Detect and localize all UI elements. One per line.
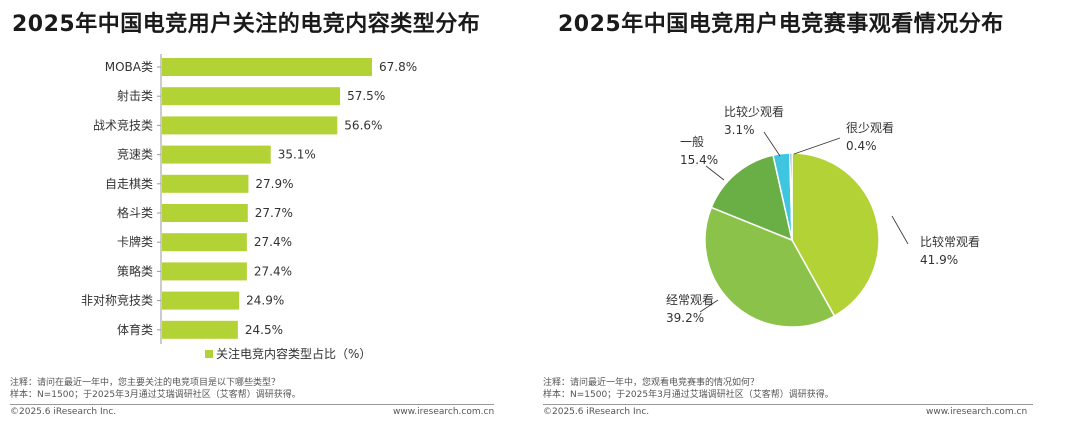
website-link[interactable]: www.iresearch.com.cn <box>926 407 1028 417</box>
data-label: 27.9% <box>255 177 293 191</box>
data-label: 35.1% <box>278 148 316 162</box>
category-label: 竞速类 <box>117 148 153 162</box>
data-label: 24.9% <box>246 294 284 308</box>
bar <box>162 262 247 281</box>
pie-slice <box>791 152 880 317</box>
pie-slice <box>704 206 836 328</box>
copyright-text: ©2025.6 iResearch Inc. <box>543 407 650 417</box>
data-label: 27.4% <box>254 264 292 278</box>
note-line-2: 样本：N=1500；于2025年3月通过艾瑞调研社区（艾客帮）调研获得。 <box>543 390 834 400</box>
slice-label: 比较常观看 <box>920 234 980 249</box>
leader-line <box>699 299 719 313</box>
category-label: 射击类 <box>117 88 153 103</box>
note-line-1: 注释：请问在最近一年中，您主要关注的电竞项目是以下哪些类型？ <box>10 378 281 388</box>
category-label: 卡牌类 <box>117 235 153 249</box>
bar <box>162 320 238 339</box>
slice-value-label: 3.1% <box>724 123 755 137</box>
data-label: 67.8% <box>379 60 417 74</box>
divider <box>10 404 494 405</box>
category-label: 体育类 <box>117 322 153 337</box>
bar <box>162 233 247 252</box>
bar <box>162 87 341 106</box>
category-label: 非对称竞技类 <box>81 294 153 308</box>
data-label: 27.7% <box>255 206 293 220</box>
category-label: 策略类 <box>117 263 153 278</box>
data-label: 57.5% <box>347 89 385 103</box>
slice-value-label: 0.4% <box>846 139 877 153</box>
legend-label: 关注电竞内容类型占比（%） <box>216 347 372 361</box>
copyright-text: ©2025.6 iResearch Inc. <box>10 407 117 417</box>
bar-chart-title: 2025年中国电竞用户关注的电竞内容类型分布 <box>12 12 481 37</box>
leader-line <box>891 215 909 245</box>
divider <box>543 404 1033 405</box>
right-panel: 2025年中国电竞用户电竞赛事观看情况分布 比较常观看 41.9% 经常观看 39.2… <box>540 0 1080 423</box>
data-label: 56.6% <box>344 118 382 132</box>
pie-slice <box>789 152 793 241</box>
note-line-2: 样本：N=1500；于2025年3月通过艾瑞调研社区（艾客帮）调研获得。 <box>10 390 301 400</box>
slice-label: 经常观看 <box>666 293 714 307</box>
left-panel: 2025年中国电竞用户关注的电竞内容类型分布 MOBA类 67.8% 射击类 57.5… <box>10 12 495 417</box>
pie-slice <box>710 154 794 242</box>
bar <box>162 174 249 193</box>
category-label: 战术竞技类 <box>93 118 153 132</box>
slice-label: 比较少观看 <box>724 104 784 119</box>
slice-value-label: 41.9% <box>920 253 958 267</box>
bar <box>162 145 271 164</box>
pie-chart-title: 2025年中国电竞用户电竞赛事观看情况分布 <box>558 12 1004 37</box>
bar <box>162 291 240 310</box>
data-label: 27.4% <box>254 235 292 249</box>
slice-label: 很少观看 <box>846 121 894 135</box>
bar-chart-legend: 关注电竞内容类型占比（%） <box>205 345 371 362</box>
slice-label: 一般 <box>680 134 704 149</box>
note-line-1: 注释：请问最近一年中，您观看电竞赛事的情况如何？ <box>543 378 760 388</box>
pie-chart: 比较常观看 41.9% 经常观看 39.2% 一般 15.4% 比较少观看 3.1% 很少观看 0… <box>666 104 980 328</box>
category-label: MOBA类 <box>105 60 153 74</box>
bar <box>162 116 338 135</box>
legend-swatch <box>205 349 213 358</box>
slice-value-label: 39.2% <box>666 311 704 325</box>
slice-value-label: 15.4% <box>680 153 718 167</box>
bar <box>162 204 248 222</box>
category-label: 格斗类 <box>117 205 153 220</box>
leader-line <box>705 165 725 181</box>
data-label: 24.5% <box>245 323 283 337</box>
leader-line <box>793 137 841 155</box>
website-link[interactable]: www.iresearch.com.cn <box>393 407 495 417</box>
category-label: 自走棋类 <box>105 177 153 191</box>
leader-line <box>763 131 781 157</box>
bar <box>162 58 372 76</box>
bar-chart: MOBA类 67.8% 射击类 57.5% 战术竞技类 56.6% 竞速类 35.1% 自走棋类… <box>81 54 417 344</box>
